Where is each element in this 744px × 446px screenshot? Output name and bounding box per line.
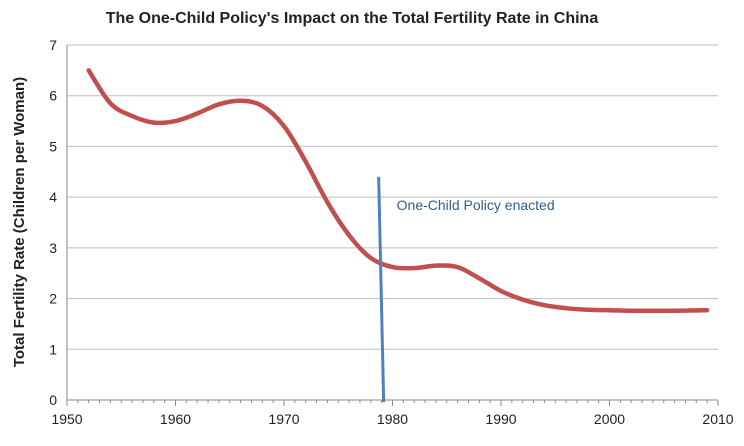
x-tick-label: 1950	[51, 411, 82, 427]
y-tick-label: 7	[49, 37, 57, 53]
gridlines	[66, 44, 719, 406]
x-tick-label: 2000	[594, 411, 625, 427]
x-tick-label: 1990	[485, 411, 516, 427]
y-tick-label: 5	[49, 138, 57, 154]
x-tick-label: 1970	[268, 411, 299, 427]
y-tick-label: 0	[49, 392, 57, 408]
y-tick-label: 1	[49, 341, 57, 357]
y-axis-ticks: 0 1 2 3 4 5 6 7	[49, 37, 57, 408]
y-tick-label: 6	[49, 88, 57, 104]
x-tick-label: 2010	[702, 411, 733, 427]
chart-title: The One-Child Policy's Impact on the Tot…	[106, 10, 599, 27]
series-line-fertility-rate	[86, 68, 710, 313]
x-tick-label: 1960	[160, 411, 191, 427]
y-tick-label: 2	[49, 291, 57, 307]
x-axis-ticks: 1950 1960 1970 1980 1990 2000 2010	[51, 411, 733, 427]
y-tick-label: 3	[49, 240, 57, 256]
y-tick-label: 4	[49, 189, 57, 205]
policy-annotation: One-Child Policy enacted	[397, 197, 555, 213]
y-axis-label: Total Fertility Rate (Children per Woman…	[11, 77, 28, 367]
x-tick-label: 1980	[377, 411, 408, 427]
policy-marker-line	[377, 176, 386, 403]
